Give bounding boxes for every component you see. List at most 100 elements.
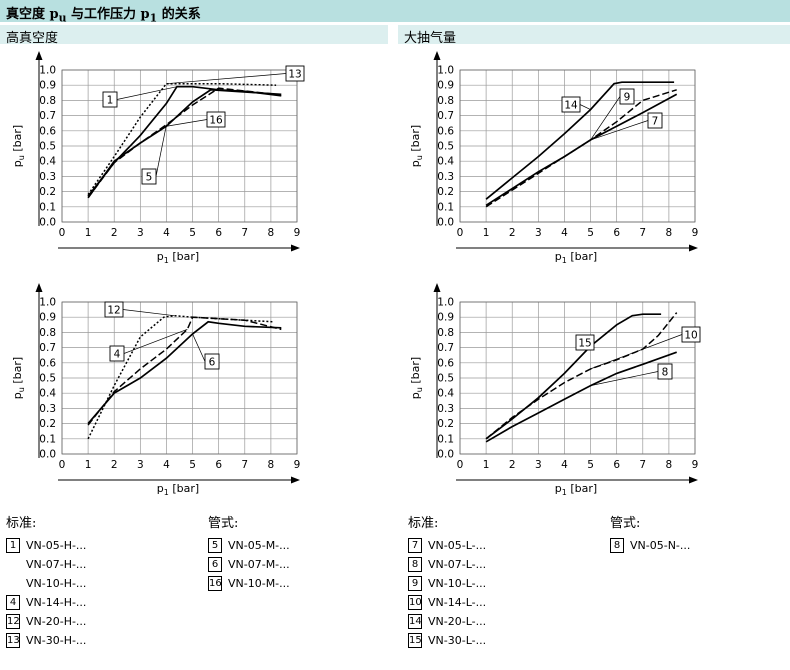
- y-axis-label: pu [bar]: [11, 357, 26, 399]
- curve-label-box: [619, 88, 635, 105]
- y-tick-label: 0.6: [39, 357, 56, 369]
- x-tick-label: 3: [535, 227, 542, 239]
- x-tick-label: 3: [137, 459, 144, 471]
- section-title-right: 大抽气量: [404, 31, 457, 46]
- legend-fitting-high-vacuum: 管式: 5 VN-05-M-... 6 VN-07-M-... 16 VN-10-M-...: [208, 512, 290, 593]
- plot-frame: [61, 69, 298, 223]
- legend-title: 标准:: [408, 516, 439, 531]
- y-axis-label: pu [bar]: [409, 357, 424, 399]
- legend-number-box: 13: [6, 633, 20, 648]
- legend-row: 1 VN-05-H-...: [6, 536, 86, 555]
- curve-label-10: 10: [684, 330, 697, 342]
- y-tick-label: 0.3: [437, 171, 454, 183]
- legend-row: 8 VN-05-N-...: [610, 536, 690, 555]
- label-leader-line: [590, 96, 621, 141]
- x-axis-label: p1 [bar]: [157, 482, 199, 497]
- x-tick-label: 8: [666, 459, 673, 471]
- plot-frame: [61, 301, 298, 455]
- curve-label-9: 9: [624, 92, 631, 104]
- y-tick-label: 0.6: [39, 125, 56, 137]
- legend-row: 8 VN-07-L-...: [408, 555, 486, 574]
- legend-row: VN-10-H-...: [6, 574, 86, 593]
- plot-frame: [459, 69, 696, 223]
- chart-bottom-right: 0.0 0.1 0.2 0.3 0.4 0.5 0.6 0.7 0.8 0.9 1.0 0 1 2 3 4 5 6…: [409, 283, 701, 497]
- label-leader-line: [192, 333, 206, 362]
- y-tick-label: 0.2: [39, 418, 56, 430]
- curve-label-box: [575, 334, 595, 351]
- curve-label-box: [109, 345, 125, 362]
- y-tick-label: 0.0: [39, 449, 56, 461]
- legend-row: 6 VN-07-M-...: [208, 555, 290, 574]
- y-tick-label: 0.1: [437, 201, 454, 213]
- legend-number-box: [6, 557, 20, 572]
- x-tick-label: 6: [215, 227, 222, 239]
- legend-standard-high-vacuum: 标准: 1 VN-05-H-... VN-07-H-... VN-10-H-... 4 VN…: [6, 512, 86, 650]
- curve-label-16: 16: [209, 115, 223, 127]
- y-tick-label: 1.0: [39, 297, 56, 309]
- label-leader-line: [590, 334, 683, 370]
- x-tick-label: 5: [587, 459, 594, 471]
- label-leader-line: [166, 73, 287, 85]
- chart-top-right: 0.0 0.1 0.2 0.3 0.4 0.5 0.6 0.7 0.8 0.9 1.0 0 1 2 3 4 5 6…: [409, 51, 698, 265]
- curve-label-box: [561, 96, 581, 113]
- legend-model-text: VN-14-H-...: [26, 596, 87, 609]
- curve-label-box: [104, 301, 124, 318]
- x-tick-label: 0: [59, 459, 66, 471]
- x-tick-label: 5: [587, 227, 594, 239]
- x-tick-label: 7: [241, 459, 248, 471]
- y-tick-label: 0.0: [437, 449, 454, 461]
- chart-top-left: 0.0 0.1 0.2 0.3 0.4 0.5 0.6 0.7 0.8 0.9 1.0 0 1 2 3 4 5 6…: [11, 51, 305, 265]
- legend-number-box: 8: [610, 538, 624, 553]
- legend-number-box: 6: [208, 557, 222, 572]
- x-tick-label: 8: [666, 227, 673, 239]
- y-tick-label: 1.0: [437, 297, 454, 309]
- x-tick-label: 1: [483, 459, 490, 471]
- curve-label-box: [206, 111, 226, 128]
- curve-label-7: 7: [652, 116, 659, 128]
- y-axis-arrowhead: [433, 283, 441, 292]
- section-bar-left: [0, 25, 388, 44]
- y-tick-label: 0.5: [437, 141, 454, 153]
- x-axis-label: p1 [bar]: [157, 250, 199, 265]
- curve-label-box: [102, 91, 118, 108]
- legend-number-box: 16: [208, 576, 222, 591]
- legend-row: 15 VN-30-L-...: [408, 631, 486, 650]
- y-tick-label: 0.3: [437, 403, 454, 415]
- curve-label-14: 14: [564, 100, 578, 112]
- series-line-4: [87, 316, 282, 426]
- y-tick-label: 0.7: [437, 110, 454, 122]
- x-tick-label: 1: [483, 227, 490, 239]
- x-tick-label: 2: [509, 459, 516, 471]
- x-tick-label: 6: [613, 459, 620, 471]
- x-tick-label: 6: [215, 459, 222, 471]
- y-tick-label: 0.7: [39, 110, 56, 122]
- y-tick-label: 0.5: [437, 373, 454, 385]
- x-tick-label: 0: [457, 459, 464, 471]
- legend-model-text: VN-10-M-...: [228, 577, 290, 590]
- legend-model-text: VN-07-M-...: [228, 558, 290, 571]
- x-tick-label: 0: [59, 227, 66, 239]
- y-tick-label: 0.4: [437, 388, 454, 400]
- legend-model-text: VN-10-L-...: [428, 577, 487, 590]
- y-tick-label: 0.6: [437, 357, 454, 369]
- x-tick-label: 2: [111, 227, 118, 239]
- legend-model-text: VN-07-H-...: [26, 558, 87, 571]
- y-tick-label: 0.9: [39, 80, 56, 92]
- x-tick-label: 2: [111, 459, 118, 471]
- curve-label-15: 15: [578, 338, 591, 350]
- x-tick-label: 4: [163, 459, 170, 471]
- y-tick-label: 0.9: [437, 80, 454, 92]
- x-tick-label: 8: [268, 227, 275, 239]
- y-tick-label: 0.7: [437, 342, 454, 354]
- y-tick-label: 0.4: [39, 388, 56, 400]
- legend-model-text: VN-30-H-...: [26, 634, 87, 647]
- curve-label-box: [657, 363, 673, 380]
- x-tick-label: 0: [457, 227, 464, 239]
- y-tick-label: 0.4: [437, 156, 454, 168]
- legend-number-box: 12: [6, 614, 20, 629]
- curve-label-box: [141, 168, 157, 185]
- x-tick-label: 8: [268, 459, 275, 471]
- page-title: 真空度 pu 与工作压力 p1 的关系: [6, 7, 201, 25]
- y-tick-label: 0.8: [39, 95, 56, 107]
- x-tick-label: 7: [639, 227, 646, 239]
